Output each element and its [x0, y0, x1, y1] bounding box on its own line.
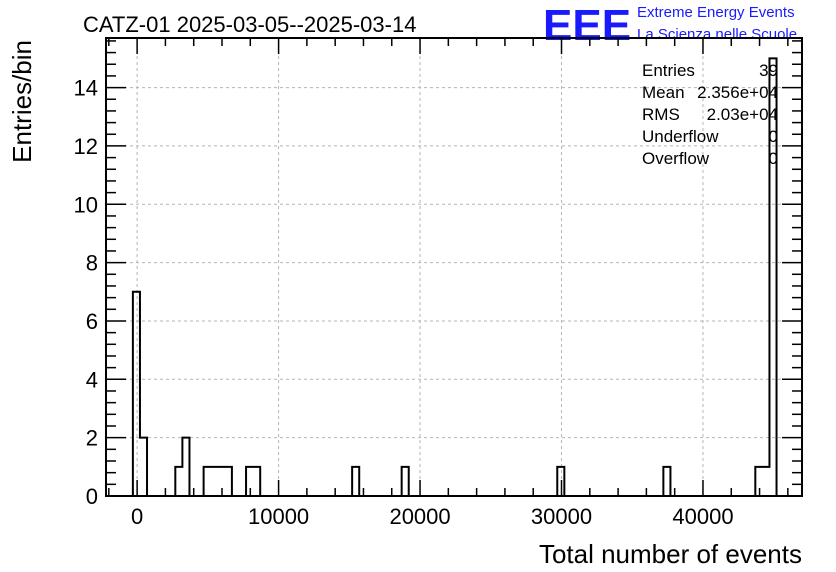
- x-tick-label: 0: [131, 504, 143, 529]
- y-tick-label: 2: [86, 426, 98, 451]
- histogram-bin: [204, 467, 232, 496]
- histogram-bin: [246, 467, 260, 496]
- logo-line1: Extreme Energy Events: [637, 4, 795, 21]
- stats-value: 0: [769, 127, 778, 146]
- grid-lines: [106, 38, 802, 496]
- histogram-bin: [133, 292, 140, 496]
- stats-label: Entries: [642, 61, 695, 80]
- x-axis-label: Total number of events: [539, 539, 802, 569]
- stats-value: 39: [759, 61, 778, 80]
- stats-label: Underflow: [642, 127, 719, 146]
- histogram-bin: [182, 438, 189, 496]
- histogram-bin: [140, 438, 147, 496]
- logo-mark: EEE: [543, 1, 631, 50]
- x-tick-label: 20000: [389, 504, 450, 529]
- stats-label: Overflow: [642, 149, 710, 168]
- y-tick-label: 12: [74, 134, 98, 159]
- stats-label: Mean: [642, 83, 685, 102]
- stats-box: Entries 39 Mean 2.356e+04 RMS 2.03e+04 Underfl…: [642, 61, 778, 168]
- y-tick-label: 10: [74, 192, 98, 217]
- x-tick-label: 30000: [531, 504, 592, 529]
- y-tick-label: 0: [86, 484, 98, 509]
- histogram-bin: [175, 467, 182, 496]
- axes: [105, 37, 803, 497]
- y-axis-label: Entries/bin: [7, 40, 37, 163]
- y-axis-ticks: 0 2 4 6 8 10 12 14: [74, 40, 802, 509]
- chart-title: CATZ-01 2025-03-05--2025-03-14: [83, 12, 416, 37]
- y-tick-label: 14: [74, 76, 98, 101]
- stats-value: 0: [769, 149, 778, 168]
- histogram-bin: [755, 467, 769, 496]
- histogram-bin: [352, 467, 359, 496]
- y-tick-label: 4: [86, 367, 98, 392]
- y-tick-label: 8: [86, 251, 98, 276]
- histogram-outline: [131, 57, 778, 496]
- stats-value: 2.356e+04: [697, 83, 778, 102]
- logo-line2: La Scienza nelle Scuole: [637, 26, 797, 43]
- stats-value: 2.03e+04: [707, 105, 778, 124]
- histogram-bin: [402, 467, 409, 496]
- histogram-line: [131, 57, 778, 496]
- plot-frame: [105, 37, 803, 497]
- histogram-bin: [663, 467, 670, 496]
- y-tick-label: 6: [86, 309, 98, 334]
- stats-label: RMS: [642, 105, 680, 124]
- x-axis-ticks: 0 10000 20000 30000 40000: [108, 38, 789, 529]
- histogram-bin: [769, 58, 776, 496]
- x-tick-label: 40000: [672, 504, 733, 529]
- x-tick-label: 10000: [248, 504, 309, 529]
